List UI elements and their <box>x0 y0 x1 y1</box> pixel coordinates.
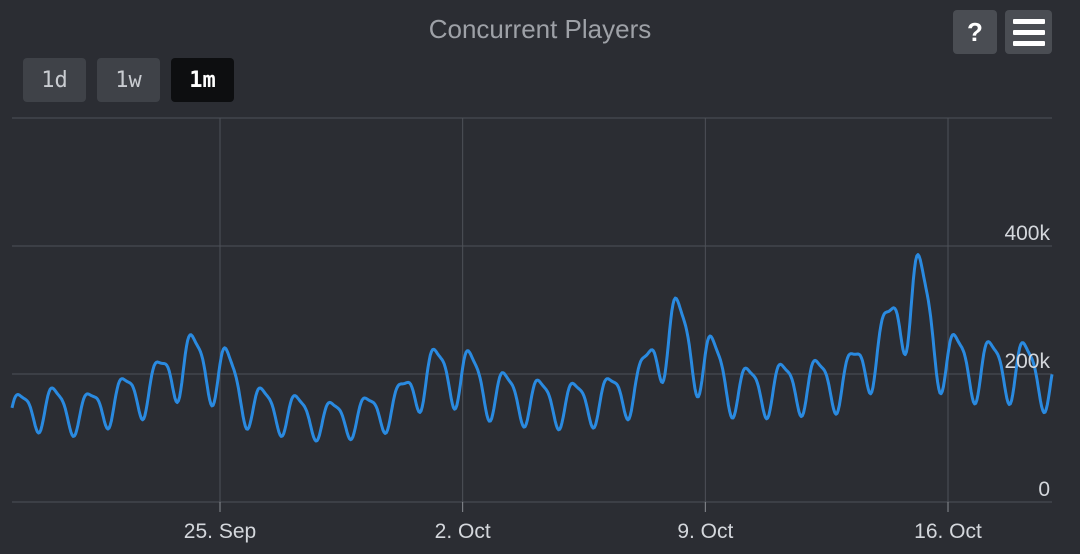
concurrent-players-line <box>10 253 1054 443</box>
help-button[interactable]: ? <box>953 10 997 54</box>
range-1w-button[interactable]: 1w <box>97 58 160 102</box>
x-tick-label: 9. Oct <box>677 520 733 543</box>
y-tick-label: 200k <box>1004 350 1050 373</box>
x-tick-label: 25. Sep <box>184 520 256 543</box>
x-tick-label: 16. Oct <box>914 520 982 543</box>
menu-button[interactable] <box>1005 10 1052 54</box>
y-tick-label: 0 <box>1038 478 1050 501</box>
range-1d-button[interactable]: 1d <box>23 58 86 102</box>
y-tick-label: 400k <box>1004 222 1050 245</box>
help-icon: ? <box>967 16 983 47</box>
range-1m-button[interactable]: 1m <box>171 58 234 102</box>
hamburger-menu-icon <box>1012 18 1045 46</box>
x-tick-label: 2. Oct <box>435 520 491 543</box>
chart-title: Concurrent Players <box>428 14 652 44</box>
